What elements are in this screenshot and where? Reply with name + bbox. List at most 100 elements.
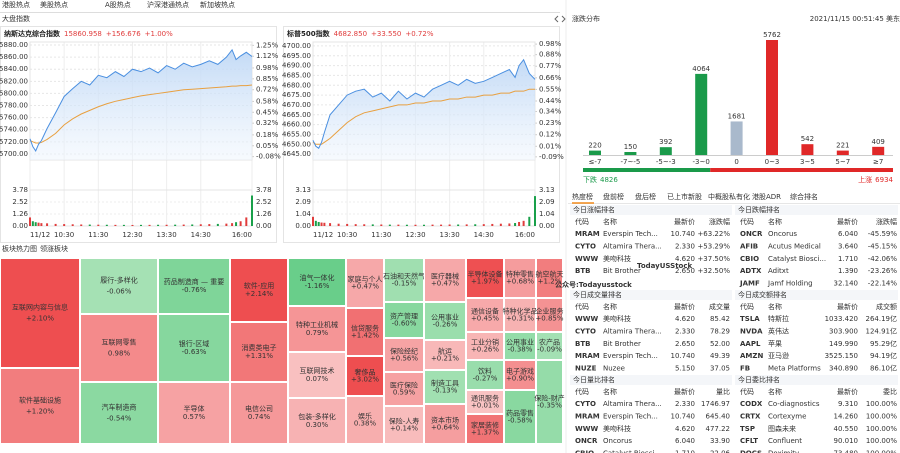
sector-cell[interactable]	[346, 396, 384, 444]
table-cell[interactable]: CRTX	[740, 412, 761, 420]
top-tab[interactable]: 美股热点	[40, 0, 68, 9]
sector-cell[interactable]	[504, 332, 536, 360]
heatmap-tab[interactable]: 板块热力图	[2, 244, 37, 253]
sector-cell[interactable]	[466, 414, 504, 444]
table-cell[interactable]: BTB	[575, 340, 590, 348]
sector-cell[interactable]	[466, 258, 504, 298]
sector-cell[interactable]	[0, 368, 80, 444]
table-cell[interactable]: MRAM	[575, 230, 600, 238]
table-cell[interactable]: WWW	[575, 255, 598, 263]
table-cell[interactable]: CYTO	[575, 242, 596, 250]
ranking-tab[interactable]: 盘前榜	[603, 192, 624, 201]
ranking-tab[interactable]: 港股ADR	[752, 192, 781, 201]
prev-arrow[interactable]	[554, 15, 559, 23]
ranking-tab[interactable]: 已上市新股	[667, 192, 702, 201]
sector-cell[interactable]	[384, 372, 424, 406]
sector-cell[interactable]	[384, 302, 424, 338]
table-cell[interactable]: JAMF	[739, 280, 760, 288]
sector-cell[interactable]	[424, 404, 466, 444]
sector-cell[interactable]	[346, 356, 384, 396]
ranking-tab[interactable]: 热度榜	[572, 192, 593, 201]
table-cell[interactable]: DOCS	[740, 450, 762, 453]
y2-tick-label: 1.25%	[256, 41, 279, 49]
sector-cell[interactable]	[230, 258, 288, 322]
sector-cell[interactable]	[424, 340, 466, 370]
sector-cell[interactable]	[424, 258, 466, 302]
table-cell[interactable]: CYTO	[575, 400, 596, 408]
sector-change: +1.20%	[26, 407, 54, 415]
table-cell[interactable]: CYTO	[575, 327, 596, 335]
sector-cell[interactable]	[158, 258, 230, 314]
top-tab[interactable]: 新加坡热点	[200, 0, 235, 9]
sector-cell[interactable]	[230, 382, 288, 444]
volume-bar	[414, 224, 417, 226]
table-cell[interactable]: AAPL	[740, 340, 761, 348]
table-cell[interactable]: ONCR	[575, 437, 598, 445]
table-cell[interactable]: WWW	[575, 425, 598, 433]
sector-cell[interactable]	[466, 332, 504, 360]
sector-cell[interactable]	[536, 298, 563, 332]
sector-cell[interactable]	[424, 302, 466, 340]
sector-cell[interactable]	[230, 322, 288, 382]
table-cell[interactable]: ADTX	[740, 267, 762, 275]
down-share	[583, 168, 711, 172]
table-cell[interactable]: CFLT	[740, 437, 758, 445]
sector-cell[interactable]	[288, 258, 346, 306]
table-cell[interactable]: BTB	[575, 267, 590, 275]
table-cell[interactable]: CBIO	[575, 450, 594, 453]
table-title: 今日涨幅排名	[573, 205, 615, 214]
sector-cell[interactable]	[536, 258, 563, 298]
y2-tick-label: 0.44%	[539, 97, 562, 105]
sector-cell[interactable]	[80, 314, 158, 382]
top-tab[interactable]: 港股热点	[2, 0, 30, 9]
sector-cell[interactable]	[466, 360, 504, 390]
y-tick-label: 15780.00	[0, 102, 28, 110]
table-cell[interactable]: WWW	[575, 315, 598, 323]
ranking-tab[interactable]: 盘后榜	[635, 192, 656, 201]
column-header: 名称	[768, 387, 782, 396]
table-cell[interactable]: MRAM	[575, 412, 600, 420]
table-cell[interactable]: NUZE	[575, 365, 597, 373]
sector-name: 保险经纪	[390, 346, 418, 355]
table-cell[interactable]: ONCR	[740, 230, 763, 238]
table-cell[interactable]: TSLA	[740, 315, 760, 323]
sector-cell[interactable]	[466, 390, 504, 414]
table-cell[interactable]: AMZN	[740, 352, 763, 360]
sector-cell[interactable]	[288, 306, 346, 352]
ranking-tab[interactable]: 中概股私有化	[708, 192, 750, 201]
table-cell[interactable]: FB	[740, 365, 750, 373]
sector-cell[interactable]	[288, 352, 346, 398]
sector-cell[interactable]	[504, 258, 536, 298]
sector-cell[interactable]	[504, 390, 536, 444]
sector-cell[interactable]	[384, 338, 424, 372]
top-tab[interactable]: A股热点	[105, 0, 131, 9]
heatmap-tab[interactable]: 领涨板块	[40, 244, 68, 253]
sector-cell[interactable]	[80, 382, 158, 444]
sector-cell[interactable]	[158, 382, 230, 444]
column-header: 代码	[740, 302, 754, 311]
sector-cell[interactable]	[504, 360, 536, 390]
sector-cell[interactable]	[346, 308, 384, 356]
sector-cell[interactable]	[158, 314, 230, 382]
sector-cell[interactable]	[0, 258, 80, 368]
sector-cell[interactable]	[346, 258, 384, 308]
table-cell[interactable]: CODX	[740, 400, 763, 408]
table-cell[interactable]: AFIB	[740, 242, 758, 250]
table-cell[interactable]: MRAM	[575, 352, 600, 360]
sector-cell[interactable]	[384, 258, 424, 302]
table-cell[interactable]: TSP	[740, 425, 755, 433]
top-tab[interactable]: 沪深港通热点	[147, 0, 189, 9]
table-cell[interactable]: NVDA	[740, 327, 763, 335]
sector-cell[interactable]	[536, 332, 563, 360]
sector-name: 电信公司	[245, 404, 273, 413]
sector-cell[interactable]	[466, 298, 504, 332]
sector-cell[interactable]	[504, 298, 536, 332]
next-arrow[interactable]	[561, 15, 566, 23]
sector-cell[interactable]	[288, 398, 346, 444]
sector-cell[interactable]	[80, 258, 158, 314]
sector-cell[interactable]	[384, 406, 424, 444]
ranking-tab[interactable]: 综合排名	[790, 192, 818, 201]
sector-cell[interactable]	[424, 370, 466, 404]
table-cell[interactable]: CBIO	[740, 255, 759, 263]
sector-cell[interactable]	[536, 360, 563, 444]
